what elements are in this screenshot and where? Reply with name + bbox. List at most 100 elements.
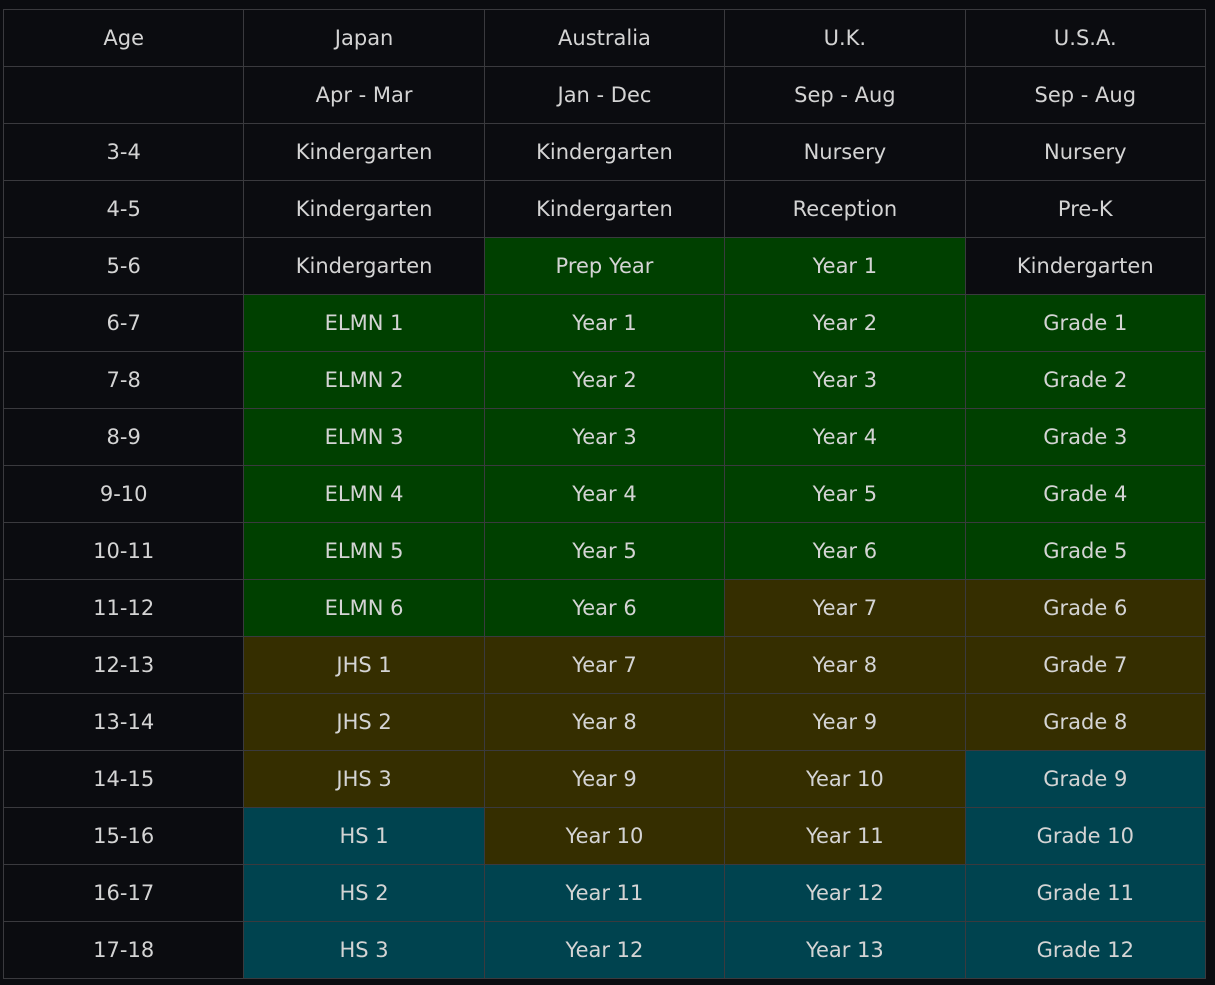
grade-cell: Year 13 — [725, 922, 965, 979]
table-row: 15-16HS 1Year 10Year 11Grade 10 — [4, 808, 1206, 865]
header-cell: Japan — [244, 10, 484, 67]
grade-cell: Year 4 — [725, 409, 965, 466]
grade-cell: ELMN 3 — [244, 409, 484, 466]
age-cell: 15-16 — [4, 808, 244, 865]
grade-cell: Year 2 — [725, 295, 965, 352]
grade-cell: Year 5 — [484, 523, 724, 580]
table-row: 14-15JHS 3Year 9Year 10Grade 9 — [4, 751, 1206, 808]
grade-cell: Year 11 — [725, 808, 965, 865]
age-cell: 12-13 — [4, 637, 244, 694]
age-cell: 8-9 — [4, 409, 244, 466]
grade-cell: Prep Year — [484, 238, 724, 295]
grade-cell: Year 10 — [484, 808, 724, 865]
grade-cell: JHS 2 — [244, 694, 484, 751]
table-row: 5-6KindergartenPrep YearYear 1Kindergart… — [4, 238, 1206, 295]
header-cell: Australia — [484, 10, 724, 67]
term-cell: Apr - Mar — [244, 67, 484, 124]
grade-cell: ELMN 4 — [244, 466, 484, 523]
header-cell: U.K. — [725, 10, 965, 67]
grade-cell: HS 1 — [244, 808, 484, 865]
table-row: 6-7ELMN 1Year 1Year 2Grade 1 — [4, 295, 1206, 352]
grade-cell: HS 2 — [244, 865, 484, 922]
table-row: AgeJapanAustraliaU.K.U.S.A. — [4, 10, 1206, 67]
grade-cell: Kindergarten — [965, 238, 1205, 295]
age-cell: 5-6 — [4, 238, 244, 295]
grade-cell: Grade 12 — [965, 922, 1205, 979]
grade-cell: Grade 11 — [965, 865, 1205, 922]
age-cell: 3-4 — [4, 124, 244, 181]
grade-cell: Kindergarten — [244, 181, 484, 238]
table-row: 4-5KindergartenKindergartenReceptionPre-… — [4, 181, 1206, 238]
grade-cell: Grade 8 — [965, 694, 1205, 751]
age-cell: 17-18 — [4, 922, 244, 979]
grade-cell: Year 1 — [725, 238, 965, 295]
grade-cell: Year 12 — [484, 922, 724, 979]
grade-cell: ELMN 2 — [244, 352, 484, 409]
header-cell: Age — [4, 10, 244, 67]
age-cell: 4-5 — [4, 181, 244, 238]
table-row: 10-11ELMN 5Year 5Year 6Grade 5 — [4, 523, 1206, 580]
age-cell: 11-12 — [4, 580, 244, 637]
grade-cell: Year 7 — [484, 637, 724, 694]
term-cell: Jan - Dec — [484, 67, 724, 124]
grade-cell: JHS 3 — [244, 751, 484, 808]
age-cell: 9-10 — [4, 466, 244, 523]
table-row: 12-13JHS 1Year 7Year 8Grade 7 — [4, 637, 1206, 694]
grade-cell: Year 8 — [725, 637, 965, 694]
school-year-table: AgeJapanAustraliaU.K.U.S.A.Apr - MarJan … — [3, 9, 1206, 979]
table-row: 9-10ELMN 4Year 4Year 5Grade 4 — [4, 466, 1206, 523]
grade-cell: JHS 1 — [244, 637, 484, 694]
term-cell: Sep - Aug — [965, 67, 1205, 124]
grade-cell: Year 11 — [484, 865, 724, 922]
age-cell: 7-8 — [4, 352, 244, 409]
table-row: 11-12ELMN 6Year 6Year 7Grade 6 — [4, 580, 1206, 637]
grade-cell: Kindergarten — [244, 124, 484, 181]
grade-cell: Pre-K — [965, 181, 1205, 238]
grade-cell: Year 2 — [484, 352, 724, 409]
grade-cell: Grade 6 — [965, 580, 1205, 637]
grade-cell: Kindergarten — [484, 124, 724, 181]
grade-cell: Grade 5 — [965, 523, 1205, 580]
grade-cell: Year 3 — [725, 352, 965, 409]
grade-cell: HS 3 — [244, 922, 484, 979]
grade-cell: Year 9 — [484, 751, 724, 808]
age-cell: 6-7 — [4, 295, 244, 352]
grade-cell: Nursery — [965, 124, 1205, 181]
grade-cell: Kindergarten — [244, 238, 484, 295]
grade-cell: Year 4 — [484, 466, 724, 523]
grade-cell: Reception — [725, 181, 965, 238]
grade-cell: ELMN 1 — [244, 295, 484, 352]
grade-cell: Grade 2 — [965, 352, 1205, 409]
grade-cell: Year 7 — [725, 580, 965, 637]
header-cell: U.S.A. — [965, 10, 1205, 67]
grade-cell: Year 9 — [725, 694, 965, 751]
table-row: 16-17HS 2Year 11Year 12Grade 11 — [4, 865, 1206, 922]
grade-cell: Grade 10 — [965, 808, 1205, 865]
age-cell: 10-11 — [4, 523, 244, 580]
empty-cell — [4, 67, 244, 124]
table-row: 8-9ELMN 3Year 3Year 4Grade 3 — [4, 409, 1206, 466]
grade-cell: Year 6 — [484, 580, 724, 637]
table-row: 3-4KindergartenKindergartenNurseryNurser… — [4, 124, 1206, 181]
age-cell: 16-17 — [4, 865, 244, 922]
grade-cell: Year 1 — [484, 295, 724, 352]
grade-cell: Grade 7 — [965, 637, 1205, 694]
table-row: Apr - MarJan - DecSep - AugSep - Aug — [4, 67, 1206, 124]
table-row: 17-18HS 3Year 12Year 13Grade 12 — [4, 922, 1206, 979]
grade-cell: Year 3 — [484, 409, 724, 466]
grade-cell: Kindergarten — [484, 181, 724, 238]
age-cell: 13-14 — [4, 694, 244, 751]
grade-cell: Year 5 — [725, 466, 965, 523]
grade-cell: Year 8 — [484, 694, 724, 751]
term-cell: Sep - Aug — [725, 67, 965, 124]
table-row: 7-8ELMN 2Year 2Year 3Grade 2 — [4, 352, 1206, 409]
grade-cell: Year 6 — [725, 523, 965, 580]
grade-cell: ELMN 6 — [244, 580, 484, 637]
grade-cell: Year 12 — [725, 865, 965, 922]
grade-cell: ELMN 5 — [244, 523, 484, 580]
grade-cell: Grade 3 — [965, 409, 1205, 466]
grade-cell: Grade 1 — [965, 295, 1205, 352]
grade-cell: Grade 4 — [965, 466, 1205, 523]
age-cell: 14-15 — [4, 751, 244, 808]
